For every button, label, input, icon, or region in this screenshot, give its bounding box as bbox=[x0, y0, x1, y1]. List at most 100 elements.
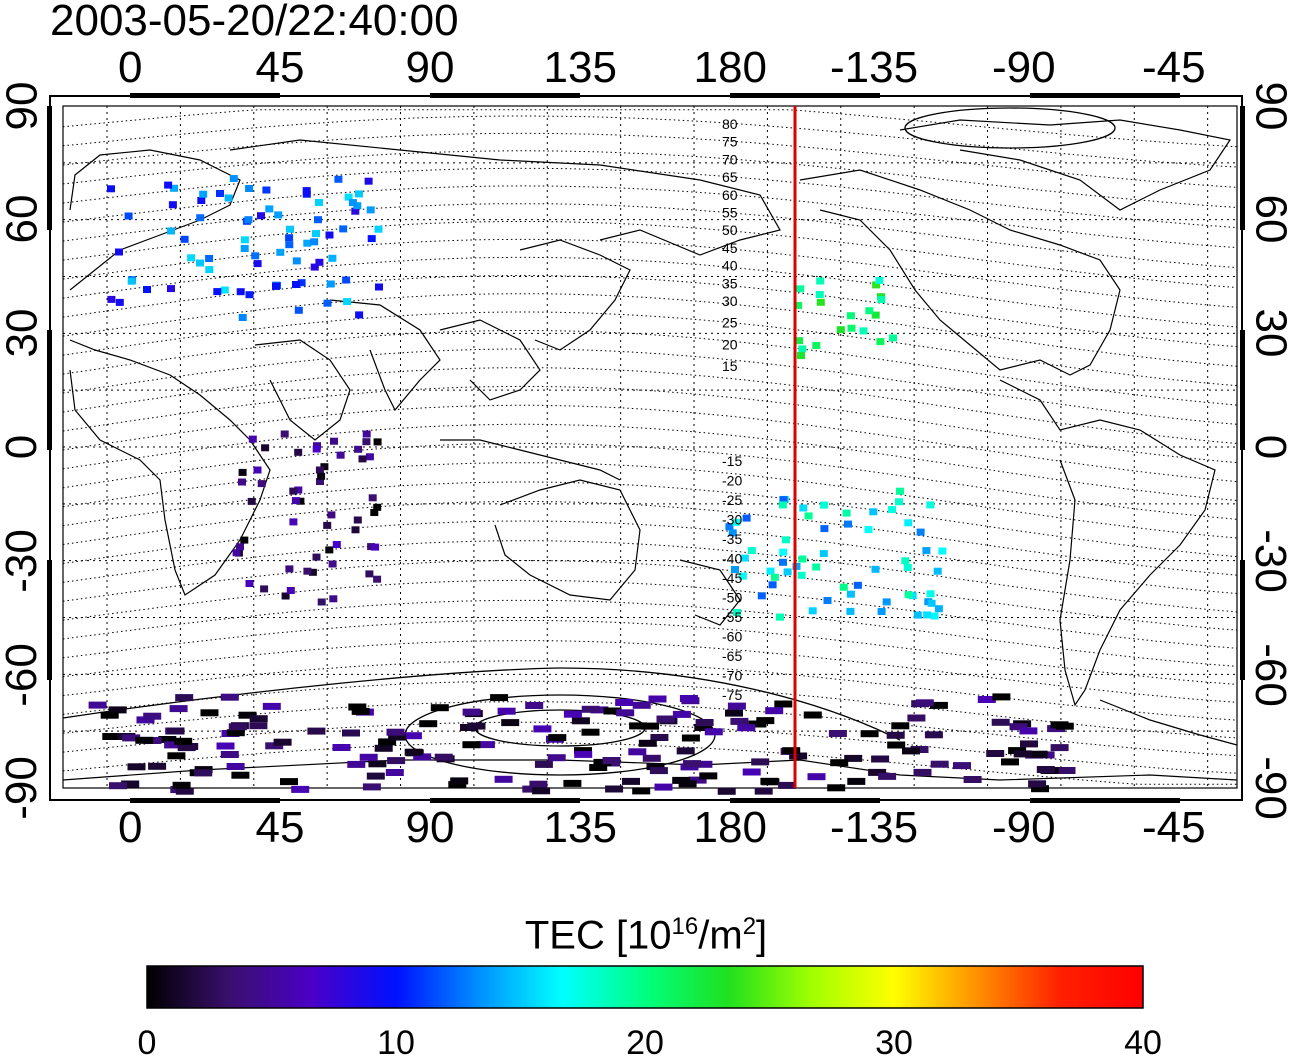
tec-cell bbox=[373, 438, 382, 446]
coastlines bbox=[62, 119, 1238, 781]
tec-cell bbox=[143, 286, 151, 293]
tec-cell bbox=[1013, 750, 1032, 758]
tec-cell bbox=[926, 501, 935, 509]
contour-label: 55 bbox=[722, 205, 738, 221]
tec-cell bbox=[370, 509, 379, 516]
tec-cell bbox=[388, 733, 407, 741]
tec-cell bbox=[547, 754, 566, 762]
tec-cell bbox=[257, 212, 265, 220]
tec-cell bbox=[257, 480, 266, 488]
tec-cell bbox=[158, 736, 177, 743]
tec-cell bbox=[847, 777, 866, 785]
tec-cell bbox=[860, 730, 879, 738]
tec-cell bbox=[615, 699, 634, 706]
tec-cell bbox=[930, 760, 949, 768]
coastline-segment bbox=[899, 119, 1231, 211]
tec-cell bbox=[864, 526, 873, 534]
lat-tick-label-right: 30 bbox=[1245, 308, 1292, 358]
tec-cell bbox=[868, 768, 887, 776]
tec-cell bbox=[107, 185, 115, 193]
lat-tick-label-left: 0 bbox=[0, 434, 47, 460]
tec-cell bbox=[135, 736, 154, 744]
tec-cell bbox=[371, 543, 380, 551]
tec-cell bbox=[292, 257, 301, 265]
tec-cell bbox=[924, 731, 943, 739]
tec-cell bbox=[927, 599, 936, 607]
tec-cell bbox=[368, 760, 387, 768]
tec-cell bbox=[766, 567, 775, 575]
colorbar-label: TEC [1016/m2] bbox=[524, 913, 768, 958]
coastline-segment bbox=[1099, 699, 1238, 746]
tec-cell bbox=[196, 259, 204, 267]
contour-label: 25 bbox=[722, 315, 738, 331]
tec-cell bbox=[317, 598, 326, 606]
tec-cell bbox=[1050, 721, 1069, 729]
tec-cell bbox=[404, 748, 423, 756]
tec-cell bbox=[882, 598, 891, 606]
tec-cell bbox=[807, 773, 826, 781]
tec-cell bbox=[249, 715, 268, 723]
tec-cell bbox=[291, 497, 300, 505]
tec-cell bbox=[302, 187, 311, 195]
tec-cell bbox=[336, 451, 345, 459]
contour-label: -75 bbox=[722, 687, 742, 703]
tec-cell bbox=[815, 291, 824, 298]
tec-cell bbox=[240, 236, 249, 244]
coastline-segment bbox=[494, 479, 641, 601]
tec-cell bbox=[681, 734, 700, 742]
tec-cell bbox=[434, 753, 453, 761]
tec-cell bbox=[220, 751, 239, 758]
tec-cell bbox=[581, 705, 600, 713]
tec-cell bbox=[742, 514, 751, 522]
tec-cell bbox=[339, 225, 348, 233]
tec-cell bbox=[901, 557, 910, 565]
lon-tick-label-top: -135 bbox=[830, 43, 919, 92]
tec-cell bbox=[820, 501, 829, 509]
coastline-segment bbox=[440, 439, 621, 481]
tec-cell bbox=[362, 783, 381, 791]
tec-cell bbox=[240, 245, 249, 252]
tec-cell bbox=[694, 760, 713, 768]
tec-cell bbox=[913, 611, 922, 619]
contour-label: 60 bbox=[722, 187, 738, 203]
contour-label: 40 bbox=[722, 258, 738, 274]
tec-cell bbox=[782, 747, 801, 755]
tec-cell bbox=[316, 478, 324, 485]
tec-cell bbox=[732, 518, 741, 526]
tec-cell bbox=[276, 248, 285, 256]
contour-label: -50 bbox=[722, 590, 742, 606]
tec-cell bbox=[169, 705, 188, 713]
tec-cell bbox=[175, 694, 194, 702]
tec-cell bbox=[355, 311, 364, 319]
tec-cell bbox=[312, 445, 321, 453]
lon-tick-label-bottom: 0 bbox=[118, 803, 143, 852]
tec-cell bbox=[232, 549, 241, 557]
tec-cell bbox=[378, 738, 397, 746]
contour-label: -60 bbox=[722, 629, 742, 645]
coastline-segment bbox=[254, 339, 351, 441]
tec-cell bbox=[887, 741, 906, 749]
tec-cell bbox=[320, 463, 329, 471]
tec-cell bbox=[121, 780, 140, 788]
contour-label: 70 bbox=[722, 151, 738, 167]
contour-label: 45 bbox=[722, 240, 738, 256]
tec-cell bbox=[1031, 785, 1049, 793]
tec-cell bbox=[534, 760, 553, 768]
tec-cell bbox=[629, 722, 648, 730]
tec-cell bbox=[574, 747, 592, 755]
tec-cell bbox=[236, 543, 244, 551]
tec-cell bbox=[812, 563, 821, 571]
tec-cell bbox=[846, 312, 855, 320]
tec-cell bbox=[846, 607, 855, 615]
tec-cell bbox=[200, 709, 219, 717]
tec-cell bbox=[296, 497, 305, 505]
tec-cell bbox=[265, 742, 284, 750]
tec-cell bbox=[205, 255, 214, 262]
tec-cell bbox=[367, 235, 376, 243]
tec-cell bbox=[174, 737, 193, 745]
tec-cell bbox=[602, 757, 621, 764]
tec-cell bbox=[774, 700, 793, 708]
tec-cell bbox=[654, 783, 673, 791]
tec-cell bbox=[816, 277, 825, 285]
tec-cell bbox=[364, 177, 373, 185]
